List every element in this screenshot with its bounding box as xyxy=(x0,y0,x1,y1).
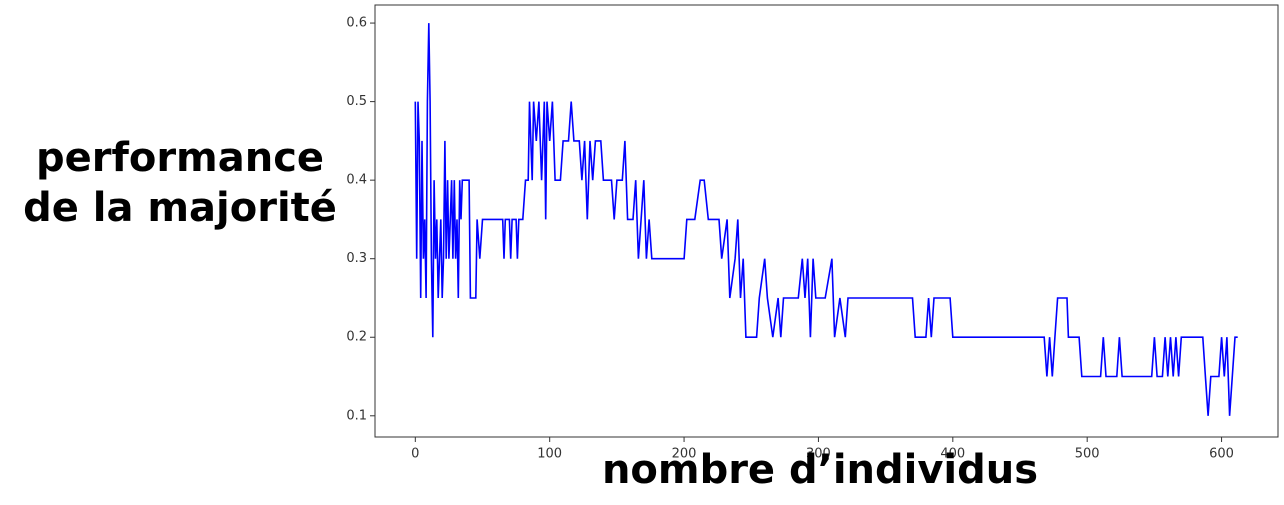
x-tick-label: 400 xyxy=(940,447,965,462)
y-tick-label: 0.1 xyxy=(346,408,367,423)
x-tick-label: 200 xyxy=(672,447,697,462)
plot-frame xyxy=(374,4,1279,438)
y-tick-label: 0.3 xyxy=(346,251,367,266)
y-tick-label: 0.4 xyxy=(346,173,367,188)
x-axis-label: nombre d’individus xyxy=(602,447,1038,493)
x-tick-label: 600 xyxy=(1209,447,1234,462)
y-tick-label: 0.5 xyxy=(346,94,367,109)
y-tick-label: 0.6 xyxy=(346,16,367,31)
x-tick-label: 300 xyxy=(806,447,831,462)
y-axis-label: de la majorité xyxy=(23,185,337,231)
x-tick-label: 500 xyxy=(1075,447,1100,462)
y-tick-label: 0.2 xyxy=(346,330,367,345)
y-axis-label: performance xyxy=(36,135,324,181)
x-tick-label: 100 xyxy=(537,447,562,462)
data-line xyxy=(414,23,1238,416)
x-tick-label: 0 xyxy=(411,447,419,462)
